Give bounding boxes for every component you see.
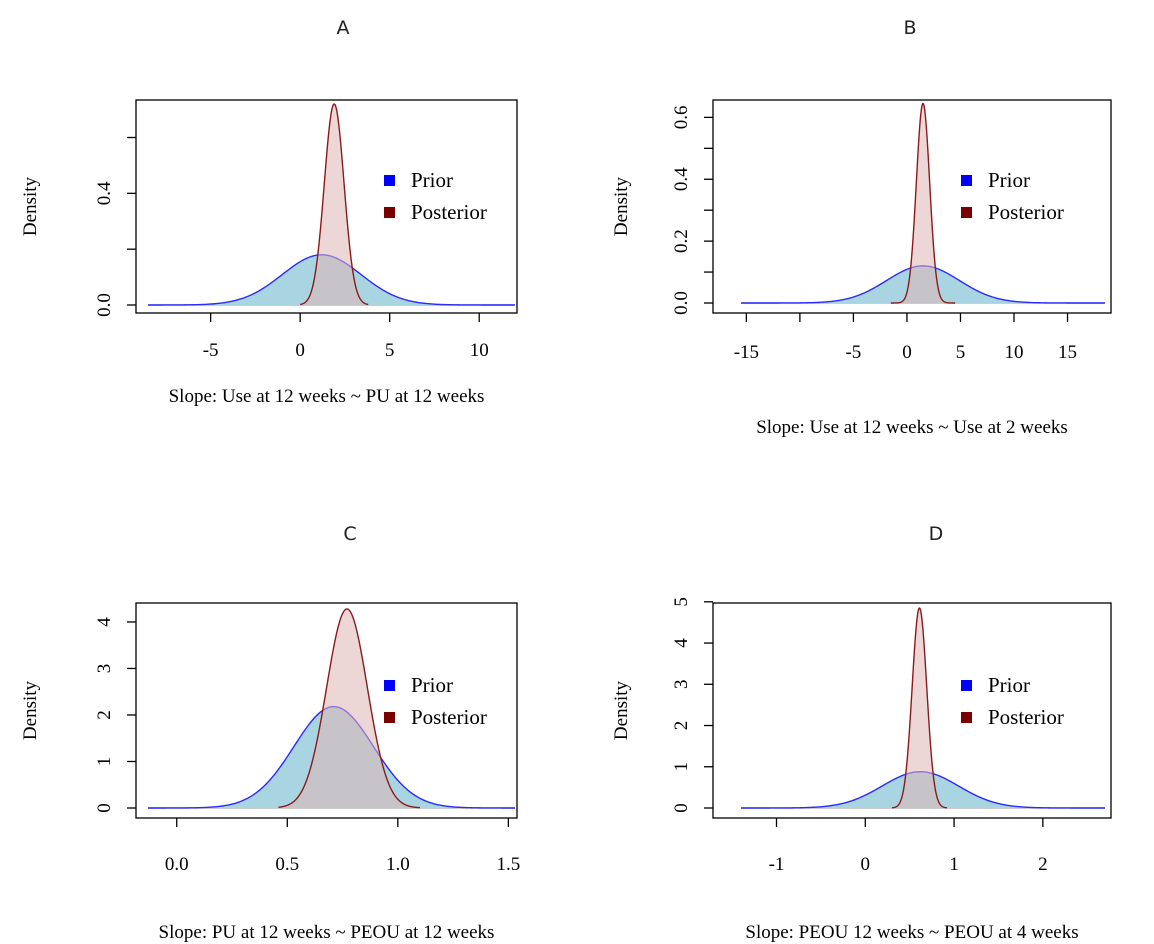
x-tick-label: 1 — [949, 854, 959, 875]
panel-title: D — [929, 523, 944, 545]
y-tick-label: 1 — [94, 757, 115, 767]
posterior-legend-label: Posterior — [411, 705, 487, 729]
x-tick-label: 0.5 — [275, 854, 299, 875]
posterior-legend-label: Posterior — [411, 200, 487, 224]
posterior-legend-label: Posterior — [988, 705, 1064, 729]
y-tick-label: 2 — [671, 721, 692, 731]
prior-legend-swatch — [384, 175, 395, 186]
panel-title: B — [903, 17, 916, 39]
x-axis-label: Slope: PU at 12 weeks ~ PEOU at 12 weeks — [159, 922, 495, 943]
prior-legend-label: Prior — [411, 168, 453, 192]
posterior-density-line — [300, 103, 369, 306]
y-tick-label: 5 — [671, 597, 692, 607]
y-tick-label: 0 — [671, 803, 692, 813]
x-tick-label: 0 — [902, 342, 912, 363]
prior-legend-label: Prior — [988, 673, 1030, 697]
y-tick-label: 3 — [671, 680, 692, 690]
panel-c: C 0.0 0.5 1.0 1.5 0 1 2 3 4 Density Slope: PU at 12… — [20, 523, 520, 943]
plot-frame — [135, 602, 518, 819]
prior-legend-label: Prior — [411, 673, 453, 697]
x-tick-label: -5 — [203, 340, 219, 361]
x-axis-label: Slope: Use at 12 weeks ~ Use at 2 weeks — [756, 417, 1068, 438]
x-tick-label: -1 — [769, 854, 785, 875]
x-tick-label: 0.0 — [165, 854, 189, 875]
posterior-density-line — [891, 607, 948, 809]
posterior-legend-swatch — [384, 207, 395, 218]
y-tick-label: 0.2 — [671, 229, 692, 253]
x-tick-label: -15 — [734, 342, 759, 363]
prior-legend-swatch — [961, 680, 972, 691]
posterior-density-area — [300, 104, 369, 305]
y-tick-label: 0.0 — [671, 291, 692, 315]
posterior-legend-swatch — [961, 712, 972, 723]
panel-b: B -15 -5 0 5 10 15 0.0 0.2 0.4 0.6 Density Slope: Us… — [611, 17, 1112, 438]
x-axis-label: Slope: PEOU 12 weeks ~ PEOU at 4 weeks — [745, 922, 1078, 943]
x-axis-label: Slope: Use at 12 weeks ~ PU at 12 weeks — [169, 386, 485, 407]
x-tick-label: 2 — [1038, 854, 1048, 875]
x-tick-label: 15 — [1058, 342, 1077, 363]
panel-title: C — [343, 523, 356, 545]
y-tick-label: 4 — [94, 617, 115, 627]
y-tick-label: 4 — [671, 638, 692, 648]
plot-frame — [712, 99, 1112, 314]
panel-d: D -1 0 1 2 0 1 2 3 4 5 Density Slope: PEOU 12 weeks … — [611, 523, 1112, 943]
y-tick-label: 0.0 — [94, 293, 115, 317]
posterior-legend-swatch — [384, 712, 395, 723]
prior-legend-swatch — [384, 680, 395, 691]
posterior-density-area — [891, 608, 947, 808]
x-tick-label: -5 — [845, 342, 861, 363]
legend: Prior Posterior — [961, 168, 1064, 224]
x-tick-label: 1.0 — [386, 854, 410, 875]
posterior-legend-swatch — [961, 207, 972, 218]
x-tick-label: 1.5 — [496, 854, 520, 875]
plot-frame — [135, 99, 518, 314]
posterior-density-line — [890, 102, 956, 304]
y-tick-label: 0.4 — [94, 181, 115, 205]
legend: Prior Posterior — [384, 168, 487, 224]
x-tick-label: 0 — [861, 854, 871, 875]
prior-legend-swatch — [961, 175, 972, 186]
y-axis-label: Density — [611, 680, 632, 740]
posterior-density-area — [890, 103, 956, 303]
y-tick-label: 0.4 — [671, 167, 692, 191]
prior-legend-label: Prior — [988, 168, 1030, 192]
y-tick-label: 0 — [94, 803, 115, 813]
y-tick-label: 1 — [671, 762, 692, 772]
y-tick-label: 0.6 — [671, 106, 692, 130]
posterior-density-line — [278, 608, 420, 809]
y-tick-label: 2 — [94, 710, 115, 720]
panel-title: A — [337, 17, 350, 39]
legend: Prior Posterior — [384, 673, 487, 729]
x-tick-label: 10 — [470, 340, 489, 361]
panel-a: A -5 0 5 10 0.0 0.4 Density Slope: Use at 12 wee… — [20, 17, 518, 407]
y-tick-label: 3 — [94, 664, 115, 674]
x-tick-label: 5 — [956, 342, 966, 363]
x-tick-label: 0 — [295, 340, 305, 361]
x-tick-label: 10 — [1005, 342, 1024, 363]
y-axis-label: Density — [20, 680, 41, 740]
plot-frame — [712, 602, 1112, 819]
legend: Prior Posterior — [961, 673, 1064, 729]
y-axis-label: Density — [20, 176, 41, 236]
x-tick-label: 5 — [385, 340, 395, 361]
y-axis-label: Density — [611, 176, 632, 236]
posterior-legend-label: Posterior — [988, 200, 1064, 224]
